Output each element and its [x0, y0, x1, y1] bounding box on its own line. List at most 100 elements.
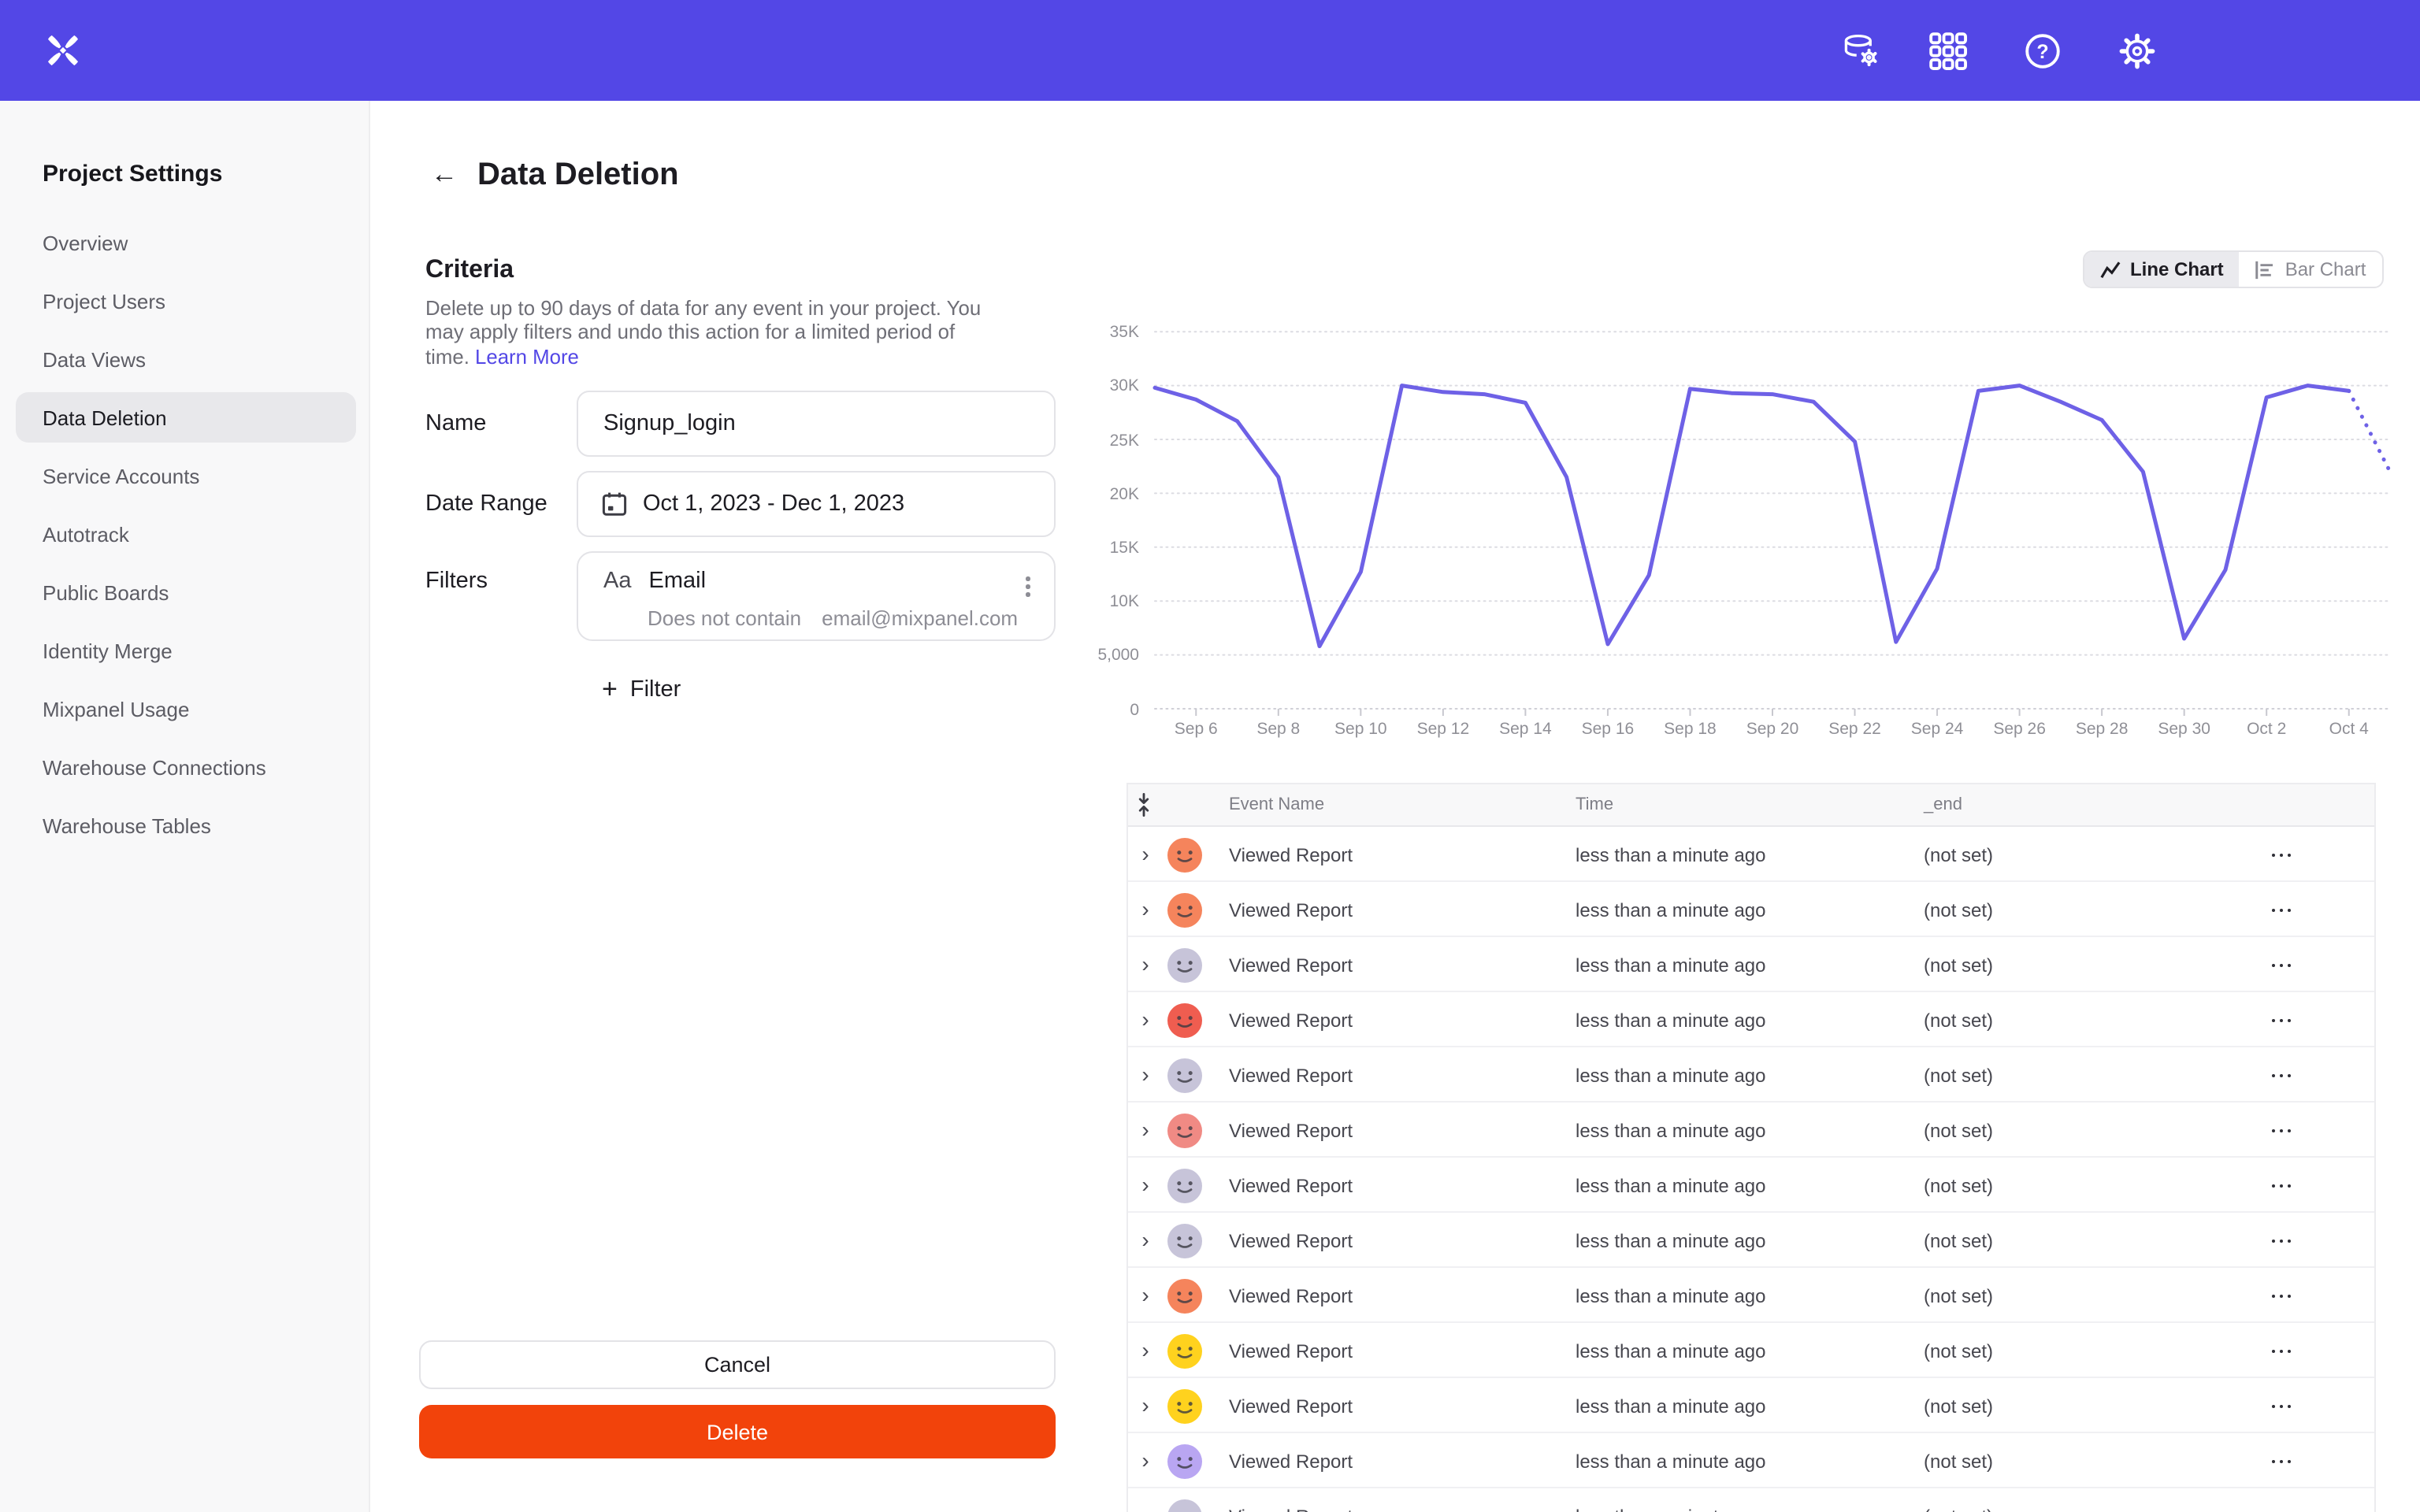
row-expand-icon[interactable]: ›	[1141, 1172, 1149, 1197]
sidebar-item-autotrack[interactable]: Autotrack	[16, 509, 356, 559]
avatar	[1167, 947, 1202, 982]
row-expand-icon[interactable]: ›	[1141, 1282, 1149, 1307]
table-row[interactable]: › Viewed Report less than a minute ago (not…	[1128, 1213, 2374, 1268]
table-row[interactable]: › Viewed Report less than a minute ago (not…	[1128, 1268, 2374, 1323]
x-axis-label: Sep 16	[1581, 720, 1635, 739]
add-filter-label: Filter	[629, 676, 681, 702]
line-chart-toggle[interactable]: Line Chart	[2084, 252, 2240, 287]
table-row[interactable]: › Viewed Report less than a minute ago (not…	[1128, 1102, 2374, 1158]
sidebar-item-data-views[interactable]: Data Views	[16, 334, 356, 384]
filter-operator[interactable]: Does not contain	[648, 606, 802, 630]
sidebar-item-public-boards[interactable]: Public Boards	[16, 567, 356, 617]
sidebar-item-project-users[interactable]: Project Users	[16, 276, 356, 326]
cell-time: less than a minute ago	[1576, 1284, 1766, 1306]
sidebar-item-service-accounts[interactable]: Service Accounts	[16, 450, 356, 501]
filter-card[interactable]: Aa Email Does not contain email@mixpanel…	[577, 551, 1056, 641]
cell-event-name: Viewed Report	[1229, 1395, 1353, 1417]
column-header-end[interactable]: _end	[1924, 795, 1962, 814]
row-menu-icon[interactable]	[2267, 1235, 2296, 1248]
back-button[interactable]: ←	[431, 159, 458, 189]
avatar	[1167, 1443, 1202, 1478]
row-expand-icon[interactable]: ›	[1133, 1501, 1158, 1512]
cell-time: less than a minute ago	[1576, 1009, 1766, 1031]
date-range-value: Oct 1, 2023 - Dec 1, 2023	[643, 491, 905, 517]
svg-text:?: ?	[2036, 41, 2048, 63]
bar-chart-toggle[interactable]: Bar Chart	[2240, 252, 2382, 287]
row-expand-icon[interactable]: ›	[1141, 1447, 1149, 1473]
table-row[interactable]: › Viewed Report less than a minute ago (not…	[1128, 1323, 2374, 1378]
row-menu-icon[interactable]	[2267, 1400, 2296, 1414]
row-expand-icon[interactable]: ›	[1141, 951, 1149, 976]
table-row[interactable]: › Viewed Report less than a minute ago (not…	[1128, 1158, 2374, 1213]
table-row[interactable]: › Viewed Report less than a minute ago (not…	[1128, 1488, 2374, 1512]
row-menu-icon[interactable]	[2267, 1069, 2296, 1083]
criteria-heading: Criteria	[425, 257, 514, 284]
avatar	[1167, 1058, 1202, 1092]
row-expand-icon[interactable]: ›	[1141, 1062, 1149, 1087]
row-expand-icon[interactable]: ›	[1141, 841, 1149, 866]
apps-grid-icon[interactable]	[1927, 30, 1969, 72]
table-row[interactable]: › Viewed Report less than a minute ago (not…	[1128, 1047, 2374, 1102]
avatar	[1167, 1113, 1202, 1147]
name-label: Name	[425, 411, 487, 436]
x-axis-label: Sep 12	[1416, 720, 1470, 739]
settings-icon[interactable]	[2116, 30, 2158, 72]
avatar	[1167, 1002, 1202, 1037]
events-line-chart: 0 5,000 10K 15K 20K 25K 30K 35K Sep 6 Sep 8 Sep 10…	[1097, 309, 2398, 753]
row-menu-icon[interactable]	[2267, 1180, 2296, 1193]
learn-more-link[interactable]: Learn More	[475, 344, 579, 369]
mixpanel-logo[interactable]	[46, 33, 80, 68]
filter-value[interactable]: email@mixpanel.com	[822, 606, 1019, 630]
chart-type-toggle: Line Chart Bar Chart	[2083, 250, 2384, 288]
cancel-button[interactable]: Cancel	[419, 1340, 1056, 1389]
table-row[interactable]: › Viewed Report less than a minute ago (not…	[1128, 1378, 2374, 1433]
row-menu-icon[interactable]	[2267, 959, 2296, 973]
sidebar-item-data-deletion[interactable]: Data Deletion	[16, 392, 356, 443]
events-table: Event Name Time _end › Viewed Report less …	[1126, 783, 2376, 1512]
y-axis-label: 35K	[1109, 323, 1139, 343]
row-expand-icon[interactable]: ›	[1141, 1392, 1149, 1418]
cell-event-name: Viewed Report	[1229, 1229, 1353, 1251]
table-row[interactable]: › Viewed Report less than a minute ago (not…	[1128, 992, 2374, 1047]
cell-event-name: Viewed Report	[1229, 1284, 1353, 1306]
cell-event-name: Viewed Report	[1229, 1505, 1353, 1512]
sort-expand-icon[interactable]	[1134, 792, 1153, 822]
sidebar-item-mixpanel-usage[interactable]: Mixpanel Usage	[16, 684, 356, 734]
row-expand-icon[interactable]: ›	[1141, 1337, 1149, 1362]
data-management-icon[interactable]	[1840, 30, 1883, 72]
row-expand-icon[interactable]: ›	[1141, 1006, 1149, 1032]
line-chart-toggle-label: Line Chart	[2130, 258, 2224, 280]
table-row[interactable]: › Viewed Report less than a minute ago (not…	[1128, 827, 2374, 882]
row-expand-icon[interactable]: ›	[1141, 896, 1149, 921]
cell-end: (not set)	[1924, 1450, 1994, 1472]
sidebar-item-warehouse-connections[interactable]: Warehouse Connections	[16, 742, 356, 792]
row-menu-icon[interactable]	[2267, 904, 2296, 917]
date-range-input[interactable]: Oct 1, 2023 - Dec 1, 2023	[577, 471, 1056, 537]
table-row[interactable]: › Viewed Report less than a minute ago (not…	[1128, 937, 2374, 992]
filter-menu-icon[interactable]	[1022, 572, 1035, 602]
name-input[interactable]	[577, 391, 1056, 457]
sidebar-item-overview[interactable]: Overview	[16, 217, 356, 268]
sidebar-item-label: Data Views	[43, 347, 147, 371]
add-filter-button[interactable]: + Filter	[602, 676, 681, 702]
row-menu-icon[interactable]	[2267, 1125, 2296, 1138]
delete-button[interactable]: Delete	[419, 1405, 1056, 1458]
row-menu-icon[interactable]	[2267, 1345, 2296, 1358]
row-menu-icon[interactable]	[2267, 1290, 2296, 1303]
help-icon[interactable]: ?	[2021, 30, 2064, 72]
table-row[interactable]: › Viewed Report less than a minute ago (not…	[1128, 882, 2374, 937]
cell-event-name: Viewed Report	[1229, 1009, 1353, 1031]
criteria-description: Delete up to 90 days of data for any eve…	[425, 296, 1002, 369]
table-row[interactable]: › Viewed Report less than a minute ago (not…	[1128, 1433, 2374, 1488]
sidebar-item-warehouse-tables[interactable]: Warehouse Tables	[16, 800, 356, 850]
row-menu-icon[interactable]	[2267, 849, 2296, 862]
column-header-event-name[interactable]: Event Name	[1229, 795, 1325, 814]
column-header-time[interactable]: Time	[1576, 795, 1614, 814]
x-axis-label: Sep 30	[2158, 720, 2210, 739]
row-menu-icon[interactable]	[2267, 1455, 2296, 1469]
row-menu-icon[interactable]	[2267, 1014, 2296, 1028]
cell-end: (not set)	[1924, 1174, 1994, 1196]
sidebar-item-identity-merge[interactable]: Identity Merge	[16, 625, 356, 676]
row-expand-icon[interactable]: ›	[1141, 1117, 1149, 1142]
row-expand-icon[interactable]: ›	[1141, 1227, 1149, 1252]
